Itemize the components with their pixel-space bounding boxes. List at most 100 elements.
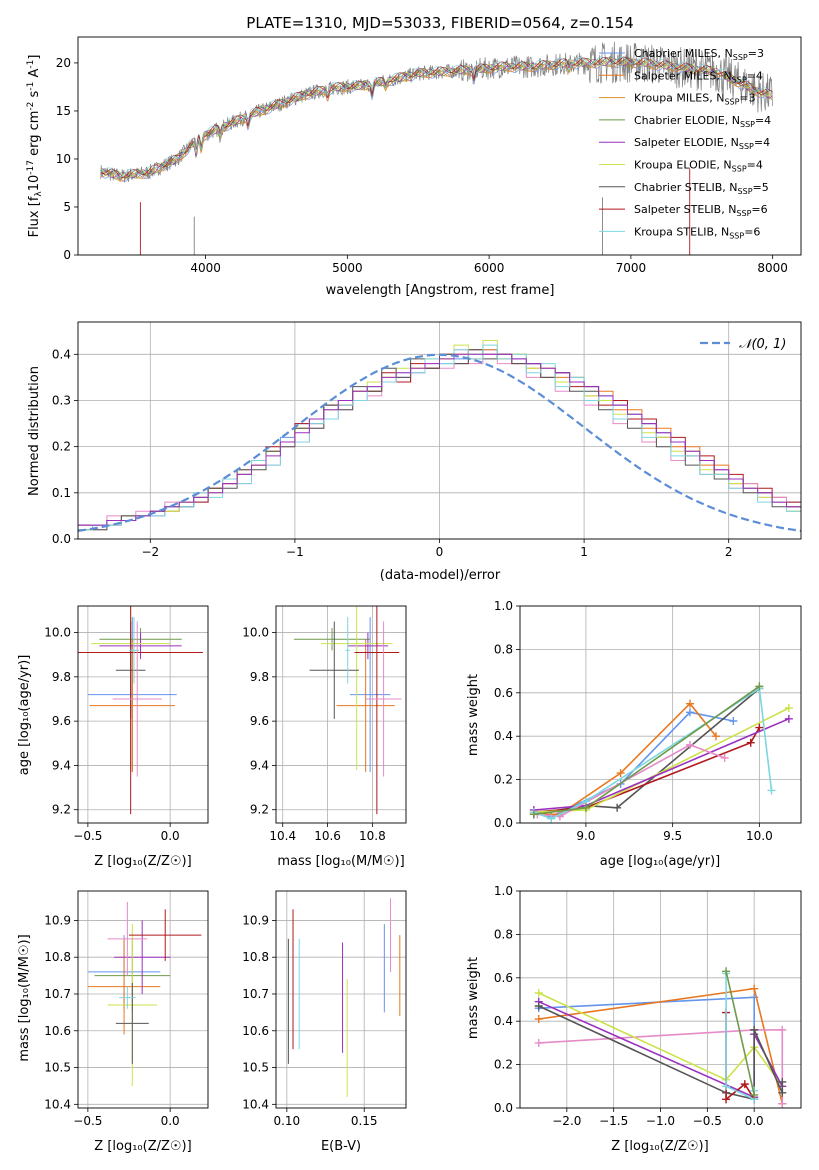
weight-marker	[534, 1002, 543, 1011]
weight-line	[538, 992, 783, 1087]
age-vs-metallicity-panel: Z [log₁₀(Z/Z☉)] age [log₁₀(age/yr)] −0.5…	[17, 605, 209, 869]
weight-marker	[778, 1099, 787, 1108]
mass_vs_ebv-ytick-label: 10.9	[242, 913, 269, 927]
weight-marker	[778, 1088, 787, 1097]
spectrum-model-line	[100, 60, 773, 182]
mass_vs_ebv-ytick-label: 10.4	[242, 1097, 269, 1111]
weight_vs_age-frame	[519, 605, 802, 824]
mass_vs_Z-ytick-label: 10.4	[44, 1097, 71, 1111]
weight-marker	[778, 1077, 787, 1086]
weight_vs_Z-frame	[519, 890, 802, 1109]
legend-entry-label: Salpeter MILES, NSSP=4	[634, 69, 763, 84]
age_vs_mass-frame	[275, 605, 407, 824]
residuals-ytick-label: 0.2	[52, 440, 71, 454]
age_vs_Z-plot-area	[78, 606, 204, 815]
weight-marker	[616, 769, 625, 778]
weight-marker	[750, 984, 759, 993]
spectrum-ylabel: Flux [fλ10-17 erg cm-2 s-1 A-1]	[26, 55, 44, 238]
mass_vs_ebv-ytick-label: 10.7	[242, 987, 269, 1001]
weight-marker	[722, 1082, 731, 1091]
mass_vs_ebv-plot-area	[287, 898, 401, 1097]
weight-marker	[534, 988, 543, 997]
spectrum-xtick-label: 4000	[190, 261, 221, 275]
weight-marker	[534, 1015, 543, 1024]
weight_vs_age-ytick-label: 0.6	[494, 686, 513, 700]
spectrum-model-line	[100, 56, 773, 178]
mass-vs-metallicity-panel: Z [log₁₀(Z/Z☉)] mass [log₁₀(M/M☉)] −0.5 0…	[17, 890, 209, 1154]
residuals-xtick-label: 1	[580, 545, 588, 559]
age_vs_mass-ytick-label: 9.2	[250, 803, 269, 817]
weight-z-xlabel: Z [log₁₀(Z/Z☉)]	[611, 1139, 708, 1154]
weight_vs_age-ytick-label: 1.0	[494, 599, 513, 613]
age_vs_mass-ytick-label: 9.6	[250, 714, 269, 728]
weight-marker	[720, 753, 729, 762]
weight-marker	[750, 1090, 759, 1099]
ylabel-part-1: λ	[34, 191, 44, 197]
residuals-ytick-label: 0.0	[52, 532, 71, 546]
mass_vs_ebv-ytick-label: 10.5	[242, 1061, 269, 1075]
spectrum-xlabel: wavelength [Angstrom, rest frame]	[326, 283, 555, 298]
weight-age-xlabel: age [log₁₀(age/yr)]	[600, 854, 721, 869]
legend-entry-label: Kroupa ELODIE, NSSP=4	[634, 159, 763, 174]
weight-marker	[534, 1038, 543, 1047]
mass_vs_Z-xtick-label: 0.0	[161, 1114, 180, 1128]
ylabel-part-10: ]	[27, 55, 42, 60]
residuals-plot-area	[78, 340, 801, 532]
weight_vs_age-xtick-label: 9.0	[576, 829, 595, 843]
weight-line	[537, 744, 725, 818]
weight-age-ylabel: mass weight	[466, 674, 481, 756]
mass_vs_Z-ytick-label: 10.9	[44, 913, 71, 927]
weight_vs_Z-xtick-label: −1.5	[599, 1114, 628, 1128]
age_vs_mass-ytick-label: 10.0	[242, 626, 269, 640]
age_vs_Z-xtick-label: 0.0	[161, 829, 180, 843]
spectrum-ytick-label: 15	[56, 104, 71, 118]
mass_vs_Z-ytick-label: 10.5	[44, 1061, 71, 1075]
weight-marker	[581, 803, 590, 812]
mass_vs_Z-ytick-label: 10.8	[44, 950, 71, 964]
mass_vs_Z-ytick-label: 10.6	[44, 1024, 71, 1038]
legend-entry-label: Chabrier ELODIE, NSSP=4	[634, 114, 771, 129]
weight_vs_age-ytick-label: 0.2	[494, 773, 513, 787]
weight_vs_Z-ytick-label: 0.4	[494, 1014, 513, 1028]
ylabel-part-3: -17	[26, 160, 36, 175]
residuals-xtick-label: 0	[436, 545, 444, 559]
age_vs_Z-frame	[77, 605, 209, 824]
age_vs_Z-ytick-label: 9.4	[52, 758, 71, 772]
residuals-ytick-label: 0.4	[52, 347, 71, 361]
residuals-panel: (data-model)/error Normed distribution −…	[27, 321, 802, 583]
weight-line	[533, 711, 734, 818]
residuals-ylabel: Normed distribution	[27, 366, 42, 496]
spectrum-ytick-label: 0	[63, 248, 71, 262]
age_vs_mass-xtick-label: 10.8	[359, 829, 386, 843]
weight-marker	[784, 714, 793, 723]
weight-line	[533, 727, 761, 813]
weight-marker	[722, 1095, 731, 1104]
weight_vs_age-plot-area	[529, 682, 793, 823]
ylabel-part-7: -1	[26, 82, 36, 91]
histogram-step	[78, 353, 801, 526]
weight-vs-metallicity-panel: Z [log₁₀(Z/Z☉)] mass weight −2.0 −1.5 −1.0…	[466, 884, 802, 1154]
weight_vs_Z-ytick-label: 0.6	[494, 971, 513, 985]
ylabel-part-4: erg cm	[27, 111, 42, 160]
weight_vs_Z-xtick-label: −2.0	[552, 1114, 581, 1128]
weight_vs_age-ytick-label: 0.0	[494, 816, 513, 830]
weight-marker	[729, 717, 738, 726]
mass-z-xlabel: Z [log₁₀(Z/Z☉)]	[94, 1139, 191, 1154]
age_vs_Z-ytick-label: 9.8	[52, 670, 71, 684]
weight-marker	[767, 786, 776, 795]
mass_vs_ebv-ytick-label: 10.6	[242, 1024, 269, 1038]
weight-marker	[547, 814, 556, 823]
residuals-ytick-label: 0.1	[52, 486, 71, 500]
age-vs-mass-panel: mass [log₁₀(M/M☉)] 10.4 10.6 10.8 9.2 9.4 9.6…	[242, 605, 407, 869]
spectrum-legend: Chabrier MILES, NSSP=3 Salpeter MILES, NS…	[599, 47, 771, 240]
mass_vs_Z-ytick-label: 10.7	[44, 987, 71, 1001]
spectrum-xtick-label: 5000	[332, 261, 363, 275]
spectrum-plot-area	[100, 41, 773, 255]
weight-marker	[685, 740, 694, 749]
weight-marker	[722, 967, 731, 976]
ylabel-part-9: -1	[26, 60, 36, 69]
age_vs_Z-ytick-label: 10.0	[44, 626, 71, 640]
weight-marker	[778, 1025, 787, 1034]
weight_vs_Z-xtick-label: 0.0	[745, 1114, 764, 1128]
